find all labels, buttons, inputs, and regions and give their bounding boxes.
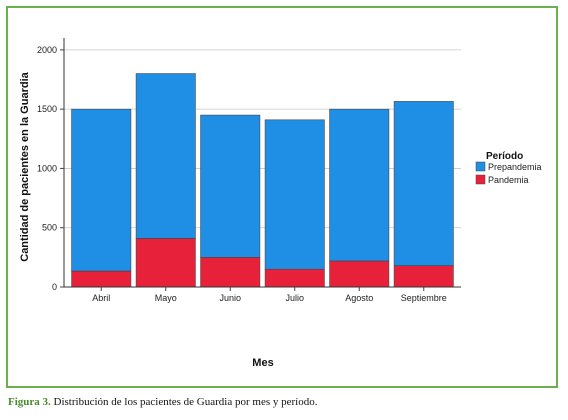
bar-pandemia-junio [200, 257, 261, 288]
y-tick-label: 1000 [37, 163, 57, 173]
x-tick-label: Abril [92, 293, 110, 303]
legend-label-pandemia: Pandemia [488, 175, 529, 185]
legend: Período Prepandemia Pandemia [475, 151, 542, 185]
x-tick-label: Agosto [345, 293, 373, 303]
x-axis-title: Mes [252, 357, 273, 369]
bar-prepandemia-junio [200, 114, 261, 258]
bars [71, 73, 454, 288]
y-axis-title: Cantidad de pacientes en la Guardia [19, 71, 31, 261]
figure-caption: Figura 3. Distribución de los pacientes … [8, 396, 317, 408]
bar-prepandemia-mayo [135, 73, 196, 239]
x-tick-label: Julio [285, 293, 304, 303]
y-tick-label: 2000 [37, 45, 57, 55]
x-tick-labels: Abril Mayo Junio Julio Agosto Septiembre [92, 287, 447, 303]
y-tick-label: 1500 [37, 104, 57, 114]
figure-label: Figura 3. [8, 396, 51, 408]
axes [63, 38, 461, 288]
bar-pandemia-julio [264, 268, 325, 288]
x-tick-label: Septiembre [401, 293, 447, 303]
legend-swatch-pandemia [475, 174, 486, 185]
stacked-bar-chart: 0 500 1000 1500 2000 Abril Mayo Junio Julio Agos… [19, 38, 542, 369]
x-tick-label: Junio [219, 293, 241, 303]
legend-swatch-prepandemia [475, 161, 486, 172]
caption-text: Distribución de los pacientes de Guardia… [50, 396, 318, 408]
bar-prepandemia-julio [264, 119, 325, 270]
y-tick-label: 0 [52, 282, 57, 292]
bar-pandemia-septiembre [393, 265, 454, 288]
x-tick-label: Mayo [155, 293, 177, 303]
bar-prepandemia-agosto [329, 108, 390, 262]
legend-title: Período [486, 151, 523, 162]
bar-pandemia-mayo [135, 238, 196, 288]
y-tick-label: 500 [42, 223, 57, 233]
bar-prepandemia-abril [71, 108, 132, 272]
bar-prepandemia-septiembre [393, 101, 454, 266]
legend-label-prepandemia: Prepandemia [488, 162, 542, 172]
y-tick-labels: 0 500 1000 1500 2000 [37, 45, 64, 292]
bar-pandemia-abril [71, 270, 132, 288]
bar-pandemia-agosto [329, 260, 390, 288]
